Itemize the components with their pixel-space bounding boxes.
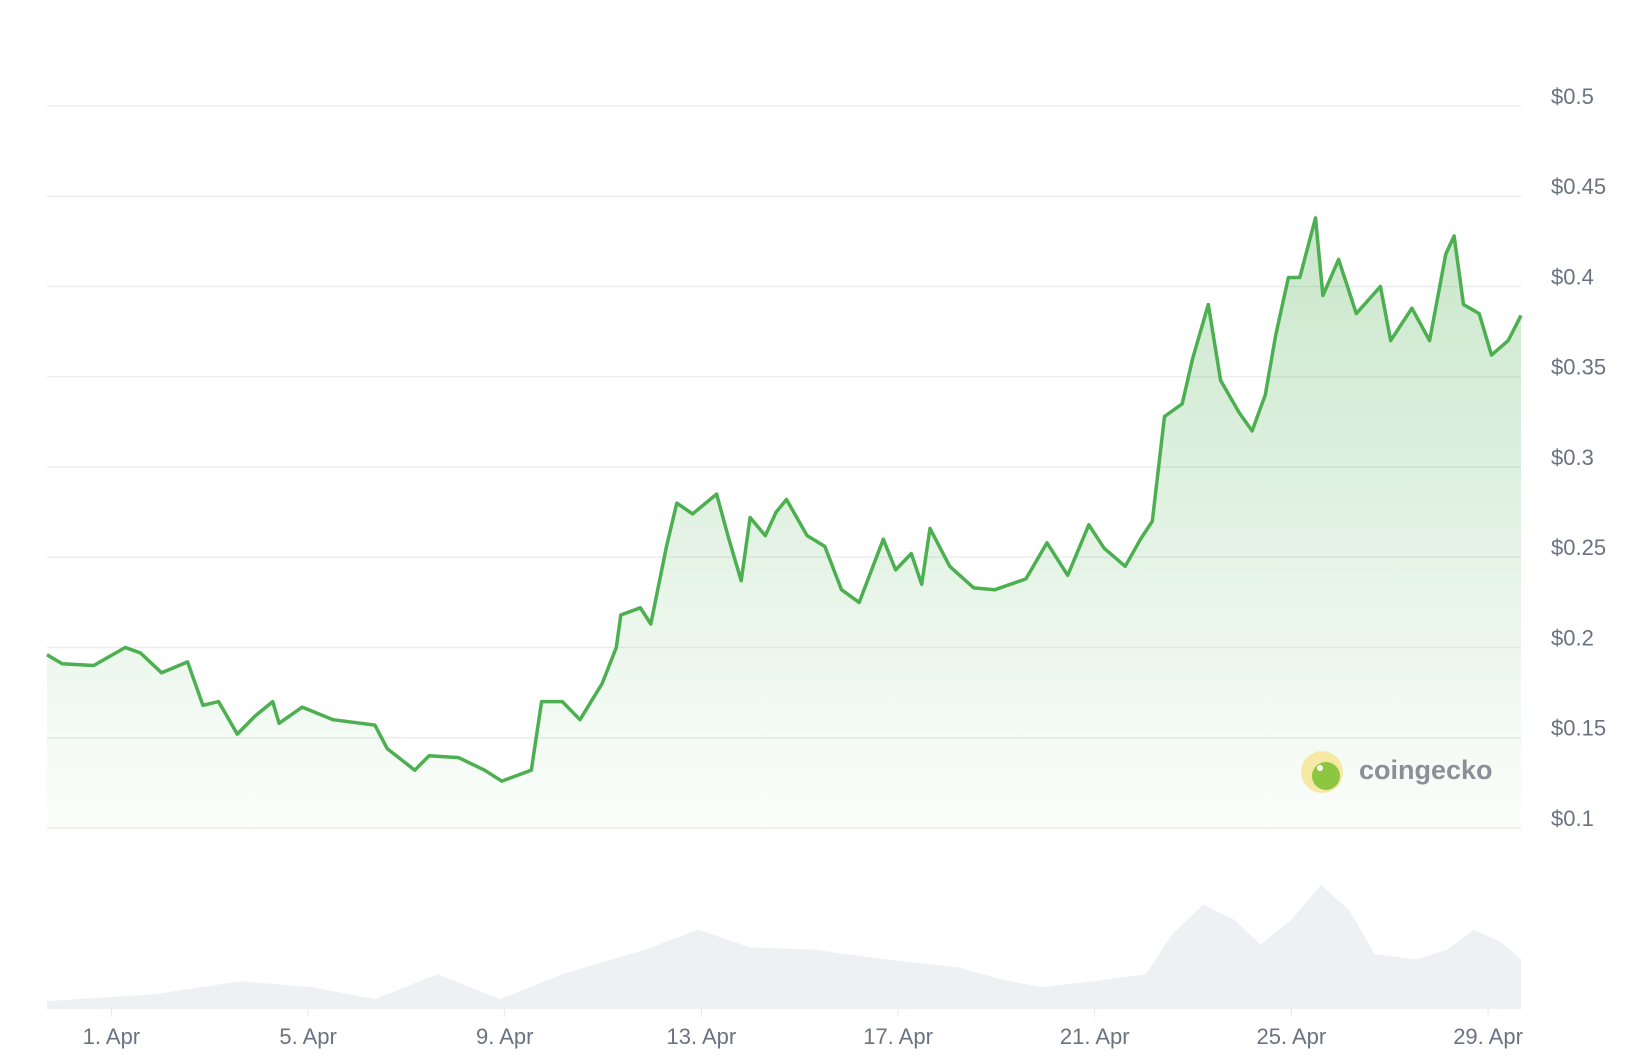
plot: $0.1 $0.15 $0.2 $0.25 $0.3 $0.35 $0.4 $0.45 $0.5…	[46, 84, 1606, 1049]
x-tick-label: 5. Apr	[279, 1024, 336, 1049]
y-tick-label: $0.45	[1551, 174, 1606, 199]
x-tick-label: 17. Apr	[863, 1024, 933, 1049]
watermark: coingecko	[1301, 751, 1493, 793]
logo-icon	[1312, 762, 1340, 790]
x-tick-label: 29. Apr	[1453, 1024, 1523, 1049]
logo-icon	[1317, 765, 1323, 771]
volume-area	[47, 885, 1521, 1009]
y-tick-label: $0.3	[1551, 445, 1594, 470]
price-area	[47, 217, 1521, 828]
y-tick-label: $0.5	[1551, 84, 1594, 109]
price-line	[46, 216, 1523, 783]
watermark-text: coingecko	[1359, 755, 1493, 785]
y-tick-label: $0.1	[1551, 806, 1594, 831]
x-tick-label: 25. Apr	[1257, 1024, 1327, 1049]
y-tick-label: $0.35	[1551, 355, 1606, 380]
y-tick-label: $0.25	[1551, 535, 1606, 560]
x-tick-label: 13. Apr	[667, 1024, 737, 1049]
y-tick-label: $0.4	[1551, 264, 1594, 289]
x-tick-label: 9. Apr	[476, 1024, 533, 1049]
y-tick-label: $0.2	[1551, 625, 1594, 650]
x-tick-label: 1. Apr	[83, 1024, 140, 1049]
x-tick-label: 21. Apr	[1060, 1024, 1130, 1049]
y-tick-label: $0.15	[1551, 716, 1606, 741]
